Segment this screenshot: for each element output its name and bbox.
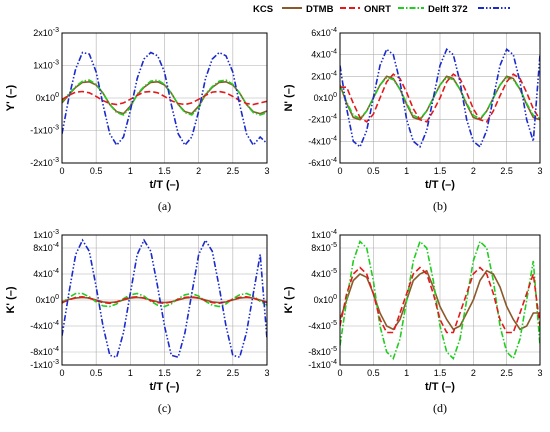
series-line (340, 266, 540, 334)
x-tick-label: 1.5 (158, 166, 171, 176)
y-tick-label: -1x10-4 (308, 359, 337, 370)
legend-label-onrt: ONRT (364, 4, 391, 15)
x-axis-label: t/T (–) (425, 179, 455, 191)
x-axis-label: t/T (–) (425, 381, 455, 393)
chart-panel: 0 0.5 1 1.5 2 2.5 3 1x10-3 8x10-4 4x10-4 0x100 -4x1… (5, 229, 270, 415)
y-tick-label: 6x10-4 (311, 27, 337, 38)
chart-panel: 0 0.5 1 1.5 2 2.5 3 2x10-3 1x10-3 0x100 -1x10-3 -2x… (5, 27, 270, 213)
y-tick-label: 4x10-4 (311, 49, 337, 60)
y-tick-label: 1x10-3 (33, 229, 59, 240)
x-tick-label: 1 (128, 368, 133, 378)
x-tick-label: 1 (128, 166, 133, 176)
x-tick-label: 1.5 (434, 166, 447, 176)
y-tick-label: 2x10-3 (33, 27, 59, 38)
x-tick-label: 2.5 (500, 368, 513, 378)
y-tick-label: 1x10-4 (311, 229, 337, 240)
x-tick-label: 0.5 (90, 166, 103, 176)
x-tick-label: 2 (471, 368, 476, 378)
x-tick-label: 3 (264, 166, 269, 176)
y-tick-label: -2x10-3 (30, 157, 59, 168)
x-tick-label: 0 (337, 166, 342, 176)
x-tick-label: 3 (264, 368, 269, 378)
y-tick-label: -4x10-5 (308, 320, 337, 331)
series-line (340, 73, 540, 123)
x-tick-label: 1 (404, 368, 409, 378)
y-tick-label: -4x10-4 (30, 320, 59, 331)
legend-label-kcs: KCS (253, 4, 273, 15)
y-tick-label: -8x10-5 (308, 346, 337, 357)
panel-caption: (c) (158, 401, 171, 415)
y-tick-label: 0x100 (36, 92, 60, 103)
x-tick-label: 1 (404, 166, 409, 176)
y-axis-label: K' (–) (5, 286, 17, 313)
y-axis-label: K' (–) (283, 286, 295, 313)
series-line (62, 51, 267, 147)
panels: 0 0.5 1 1.5 2 2.5 3 2x10-3 1x10-3 0x100 -1x10-3 -2x… (5, 27, 543, 415)
y-tick-label: -4x10-4 (308, 135, 337, 146)
x-tick-label: 3 (537, 368, 542, 378)
y-tick-label: 0x100 (36, 294, 60, 305)
legend: KCS DTMB ONRT Delft 372 (253, 4, 510, 15)
series-line (340, 240, 540, 360)
x-tick-label: 2 (471, 166, 476, 176)
series-line (62, 90, 267, 106)
legend-label-dtmb: DTMB (306, 4, 334, 15)
x-axis-label: t/T (–) (150, 179, 180, 191)
x-tick-label: 2 (196, 368, 201, 378)
plot-frame (61, 32, 268, 164)
series-line (62, 295, 267, 305)
y-tick-label: 2x10-4 (311, 70, 337, 81)
series-line (62, 238, 267, 359)
y-tick-label: -6x10-4 (308, 157, 337, 168)
legend-label-delft: Delft 372 (428, 4, 468, 15)
y-tick-label: 0x100 (314, 92, 338, 103)
y-tick-label: -2x10-4 (308, 114, 337, 125)
series-line (340, 47, 540, 149)
y-tick-label: 8x10-4 (33, 242, 59, 253)
x-tick-label: 0.5 (367, 166, 380, 176)
x-axis-label: t/T (–) (150, 381, 180, 393)
x-tick-label: 2.5 (500, 166, 513, 176)
y-tick-label: 4x10-5 (311, 268, 337, 279)
x-tick-label: 1.5 (434, 368, 447, 378)
panel-caption: (d) (433, 401, 447, 415)
x-tick-label: 0 (337, 368, 342, 378)
plot-frame (339, 234, 541, 366)
chart-panel: 0 0.5 1 1.5 2 2.5 3 6x10-4 4x10-4 2x10-4 0x100 -2x1… (283, 27, 543, 213)
x-tick-label: 3 (537, 166, 542, 176)
y-axis-label: Y' (–) (5, 84, 17, 111)
panel-caption: (b) (433, 199, 447, 213)
x-tick-label: 0.5 (90, 368, 103, 378)
y-axis-label: N' (–) (283, 84, 295, 111)
series-line (62, 292, 267, 308)
y-tick-label: 8x10-5 (311, 242, 337, 253)
x-tick-label: 0 (59, 166, 64, 176)
y-tick-label: -1x10-3 (30, 359, 59, 370)
plot-frame (339, 32, 541, 164)
y-tick-label: 0x100 (314, 294, 338, 305)
x-tick-label: 2.5 (227, 166, 240, 176)
y-tick-label: -1x10-3 (30, 125, 59, 136)
plot-frame (61, 234, 268, 366)
panel-caption: (a) (158, 199, 171, 213)
x-tick-label: 1.5 (158, 368, 171, 378)
y-tick-label: 4x10-4 (33, 268, 59, 279)
y-tick-label: -8x10-4 (30, 346, 59, 357)
x-tick-label: 0 (59, 368, 64, 378)
x-tick-label: 0.5 (367, 368, 380, 378)
series-line (62, 79, 267, 116)
chart-panel: 0 0.5 1 1.5 2 2.5 3 1x10-4 8x10-5 4x10-5 0x100 -4x1… (283, 229, 543, 415)
x-tick-label: 2.5 (227, 368, 240, 378)
series-line (340, 76, 540, 120)
y-tick-label: 1x10-3 (33, 60, 59, 71)
x-tick-label: 2 (196, 166, 201, 176)
